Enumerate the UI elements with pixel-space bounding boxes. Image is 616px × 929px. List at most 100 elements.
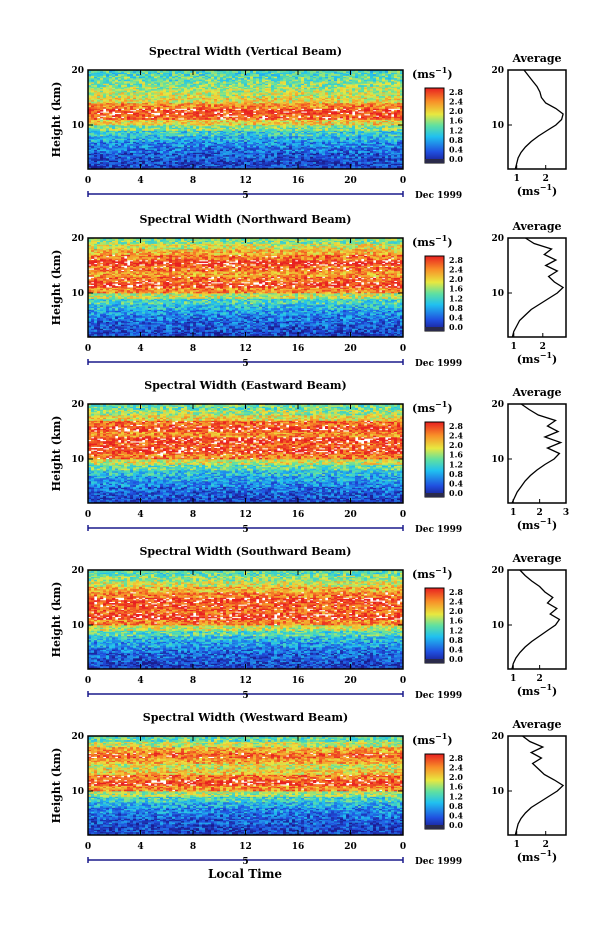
- heatmap-cell: [391, 162, 394, 164]
- heatmap-cell: [148, 162, 151, 164]
- heatmap-cell: [262, 162, 265, 164]
- heatmap-cell: [226, 162, 229, 164]
- figure: Spectral Width (Vertical Beam)0 4 8 12 16 20 0…: [0, 0, 616, 929]
- heatmap-cell: [193, 162, 196, 164]
- heatmap-cell: [232, 162, 235, 164]
- heatmap-cell: [304, 162, 307, 164]
- heatmap-cell: [382, 162, 385, 164]
- heatmap-cell: [328, 162, 331, 164]
- heatmap-cell: [187, 162, 190, 164]
- heatmap-cell: [175, 162, 178, 164]
- heatmap-cell: [253, 162, 256, 164]
- heatmap-cell: [361, 162, 364, 164]
- heatmap-cell: [178, 162, 181, 164]
- heatmap-cell: [298, 162, 301, 164]
- heatmap-cell: [214, 162, 217, 164]
- heatmap-cell: [121, 162, 124, 164]
- heatmap-cell: [169, 162, 172, 164]
- heatmap-cell: [355, 162, 358, 164]
- heatmap-cell: [292, 162, 295, 164]
- heatmap-cell: [166, 162, 169, 164]
- heatmap-cell: [127, 162, 130, 164]
- heatmap-cell: [358, 162, 361, 164]
- heatmap-cell: [196, 162, 199, 164]
- heatmap-cell: [181, 162, 184, 164]
- heatmap-cell: [373, 162, 376, 164]
- heatmap-cell: [265, 162, 268, 164]
- heatmap-cell: [277, 162, 280, 164]
- heatmap-cell: [94, 162, 97, 164]
- heatmap-cell: [271, 162, 274, 164]
- heatmap-cell: [256, 162, 259, 164]
- heatmap-cell: [163, 162, 166, 164]
- heatmap-cell: [370, 162, 373, 164]
- heatmap-cell: [142, 162, 145, 164]
- heatmap-cell: [220, 162, 223, 164]
- heatmap-cell: [151, 162, 154, 164]
- heatmap-cell: [112, 162, 115, 164]
- heatmap-cell: [325, 162, 328, 164]
- heatmap-cell: [136, 162, 139, 164]
- heatmap-cell: [115, 162, 118, 164]
- heatmap-cell: [172, 162, 175, 164]
- heatmap-cell: [352, 162, 355, 164]
- heatmap-cell: [124, 162, 127, 164]
- heatmap-cell: [394, 162, 397, 164]
- heatmap-cell: [283, 162, 286, 164]
- heatmap-cell: [280, 162, 283, 164]
- heatmap-cell: [184, 162, 187, 164]
- heatmap-cell: [259, 162, 262, 164]
- heatmap-cell: [106, 162, 109, 164]
- heatmap-cell: [190, 162, 193, 164]
- heatmap-cell: [229, 162, 232, 164]
- heatmap-cell: [100, 162, 103, 164]
- heatmap-cell: [91, 162, 94, 164]
- heatmap-cell: [211, 162, 214, 164]
- heatmap-cell: [343, 162, 346, 164]
- heatmap-cell: [202, 162, 205, 164]
- heatmap-cell: [286, 162, 289, 164]
- heatmap-cell: [250, 162, 253, 164]
- heatmap-cell: [223, 162, 226, 164]
- heatmap-cell: [316, 162, 319, 164]
- heatmap-cell: [109, 162, 112, 164]
- heatmap-cell: [337, 162, 340, 164]
- heatmap-cell: [217, 162, 220, 164]
- heatmap-cell: [364, 162, 367, 164]
- heatmap-cell: [274, 162, 277, 164]
- heatmap-cell: [397, 162, 400, 164]
- heatmap-cell: [157, 162, 160, 164]
- heatmap-cell: [247, 162, 250, 164]
- heatmap-cell: [301, 162, 304, 164]
- heatmap-cell: [349, 162, 352, 164]
- heatmap-cell: [388, 162, 391, 164]
- heatmap-cell: [133, 162, 136, 164]
- heatmap-cell: [130, 162, 133, 164]
- heatmap-cell: [307, 162, 310, 164]
- heatmap-cell: [244, 162, 247, 164]
- panel-vertical: Spectral Width (Vertical Beam)0 4 8 12 16 20 0…: [50, 45, 566, 201]
- heatmap-cell: [313, 162, 316, 164]
- heatmap-cell: [334, 162, 337, 164]
- heatmap-cell: [241, 162, 244, 164]
- heatmap-cell: [154, 162, 157, 164]
- heatmap-cell: [205, 162, 208, 164]
- heatmap-cell: [103, 162, 106, 164]
- panel-title: Spectral Width (Vertical Beam): [149, 45, 342, 58]
- heatmap-cell: [367, 162, 370, 164]
- heatmap-cell: [295, 162, 298, 164]
- heatmap-cell: [385, 162, 388, 164]
- heatmap-cell: [97, 162, 100, 164]
- heatmap-cell: [322, 162, 325, 164]
- heatmap-cell: [346, 162, 349, 164]
- heatmap-cell: [118, 162, 121, 164]
- heatmap-cell: [199, 162, 202, 164]
- heatmap-cell: [331, 162, 334, 164]
- heatmap-cell: [289, 162, 292, 164]
- heatmap-cell: [268, 162, 271, 164]
- heatmap-cell: [238, 162, 241, 164]
- heatmap-cell: [145, 162, 148, 164]
- heatmap-cell: [376, 162, 379, 164]
- heatmap-cell: [340, 162, 343, 164]
- heatmap-cell: [139, 162, 142, 164]
